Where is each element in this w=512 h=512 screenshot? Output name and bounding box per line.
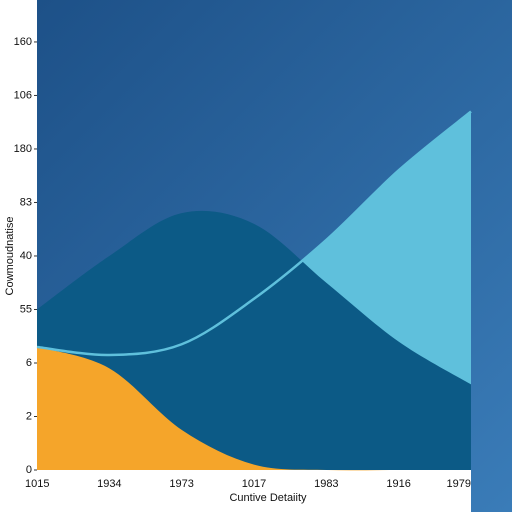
y-tick-label: 2 [26,410,32,422]
x-axis-label: Cuntive Detaiity [229,492,307,504]
x-tick-label: 1973 [169,478,193,490]
y-tick-label: 180 [14,143,32,155]
y-tick-label: 55 [20,303,32,315]
y-tick-label: 106 [14,89,32,101]
x-tick-label: 1983 [314,478,338,490]
x-tick-label: 1934 [97,478,121,490]
x-tick-label: 1017 [242,478,266,490]
area [37,346,471,471]
y-tick-label: 6 [26,357,32,369]
bottom-panel [0,470,471,512]
line [36,110,472,357]
y-tick-label: 83 [20,196,32,208]
y-tick-label: 40 [20,250,32,262]
x-tick-label: 1015 [25,478,49,490]
y-tick-label: 160 [14,36,32,48]
x-tick-label: 1916 [386,478,410,490]
y-axis-label: Cowmoudnatise [4,217,16,296]
y-tick-label: 0 [26,464,32,476]
left-panel [0,0,37,512]
x-tick-label: 1979 [447,478,471,490]
